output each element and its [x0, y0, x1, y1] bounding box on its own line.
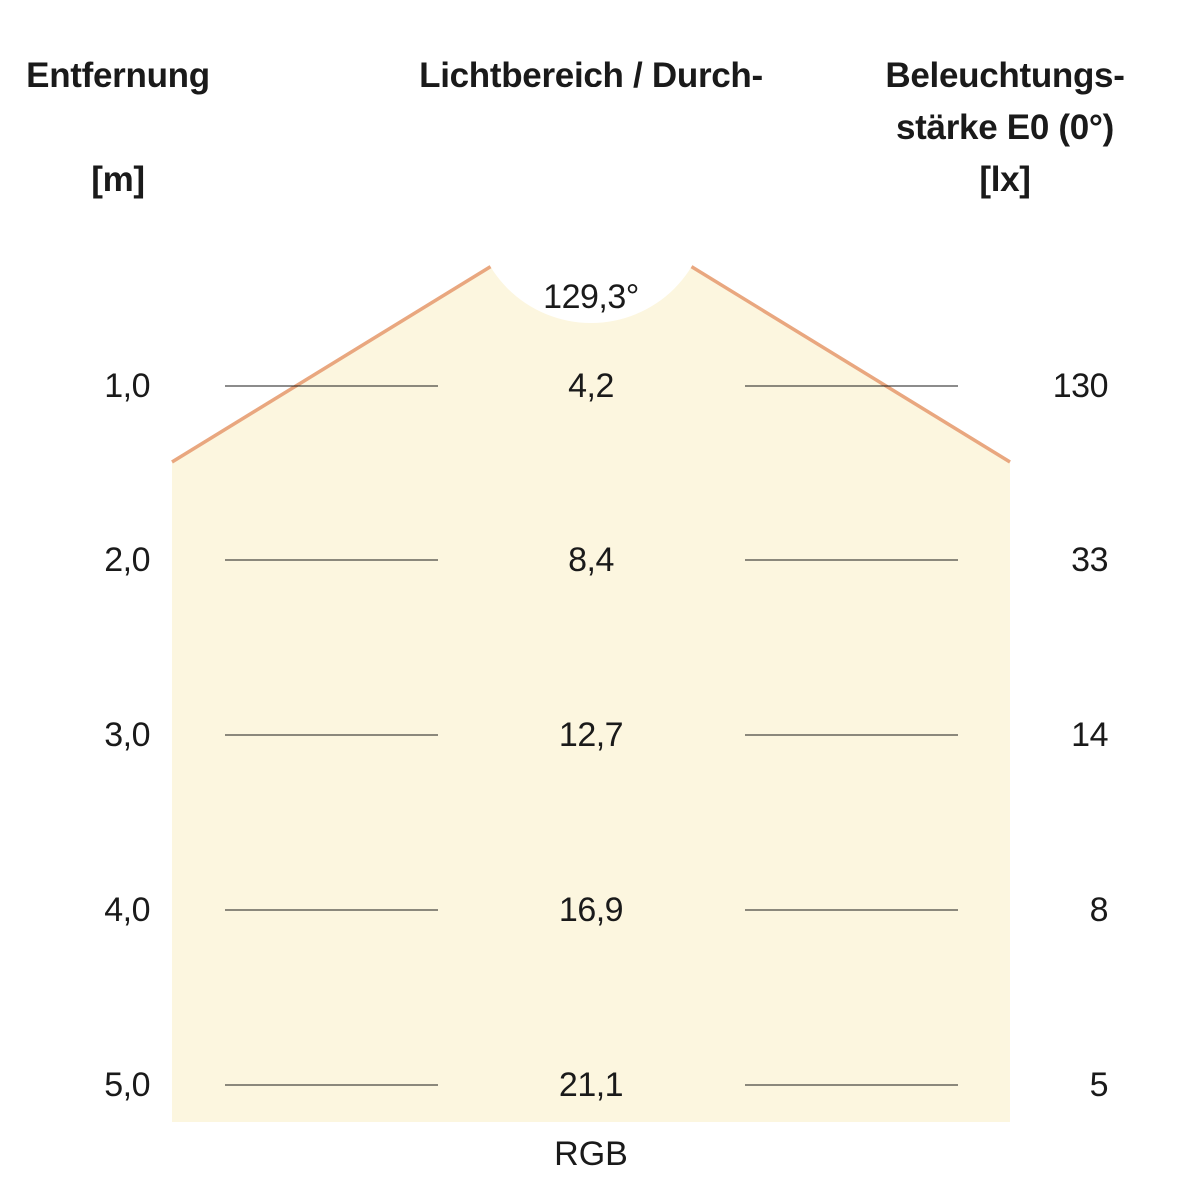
header-distance-unit: [m]: [91, 160, 145, 199]
diameter-value: 4,2: [568, 367, 614, 405]
illuminance-value: 14: [1071, 716, 1108, 754]
beam-angle-label: 129,3°: [543, 278, 639, 316]
diameter-value: 8,4: [568, 541, 614, 579]
diameter-value: 16,9: [558, 891, 624, 929]
header-illuminance-title-line1: Beleuchtungs-: [885, 56, 1125, 95]
distance-rules: [225, 385, 958, 1086]
illuminance-value: 33: [1071, 541, 1108, 579]
header-illuminance: Beleuchtungs- stärke E0 (0°) [lx]: [860, 50, 1150, 206]
light-cone-area: [172, 205, 1010, 1122]
illuminance-value: 130: [1052, 367, 1109, 405]
distance-value: 1,0: [104, 367, 150, 405]
distance-value: 3,0: [104, 716, 150, 754]
distance-value: 5,0: [104, 1066, 150, 1104]
beam-angle-arc: [473, 87, 709, 323]
diagram-caption: RGB: [554, 1135, 628, 1173]
header-distance: Entfernung [m]: [18, 50, 218, 206]
header-illuminance-unit: [lx]: [979, 160, 1031, 199]
diameter-value: 12,7: [558, 716, 624, 754]
diameter-value: 21,1: [558, 1066, 624, 1104]
illuminance-value: 5: [1089, 1066, 1109, 1104]
illuminance-value: 8: [1089, 891, 1109, 929]
distance-value: 2,0: [104, 541, 150, 579]
distance-value: 4,0: [104, 891, 150, 929]
header-illuminance-title-line2: stärke E0 (0°): [896, 108, 1114, 147]
header-distance-title: Entfernung: [26, 56, 210, 95]
